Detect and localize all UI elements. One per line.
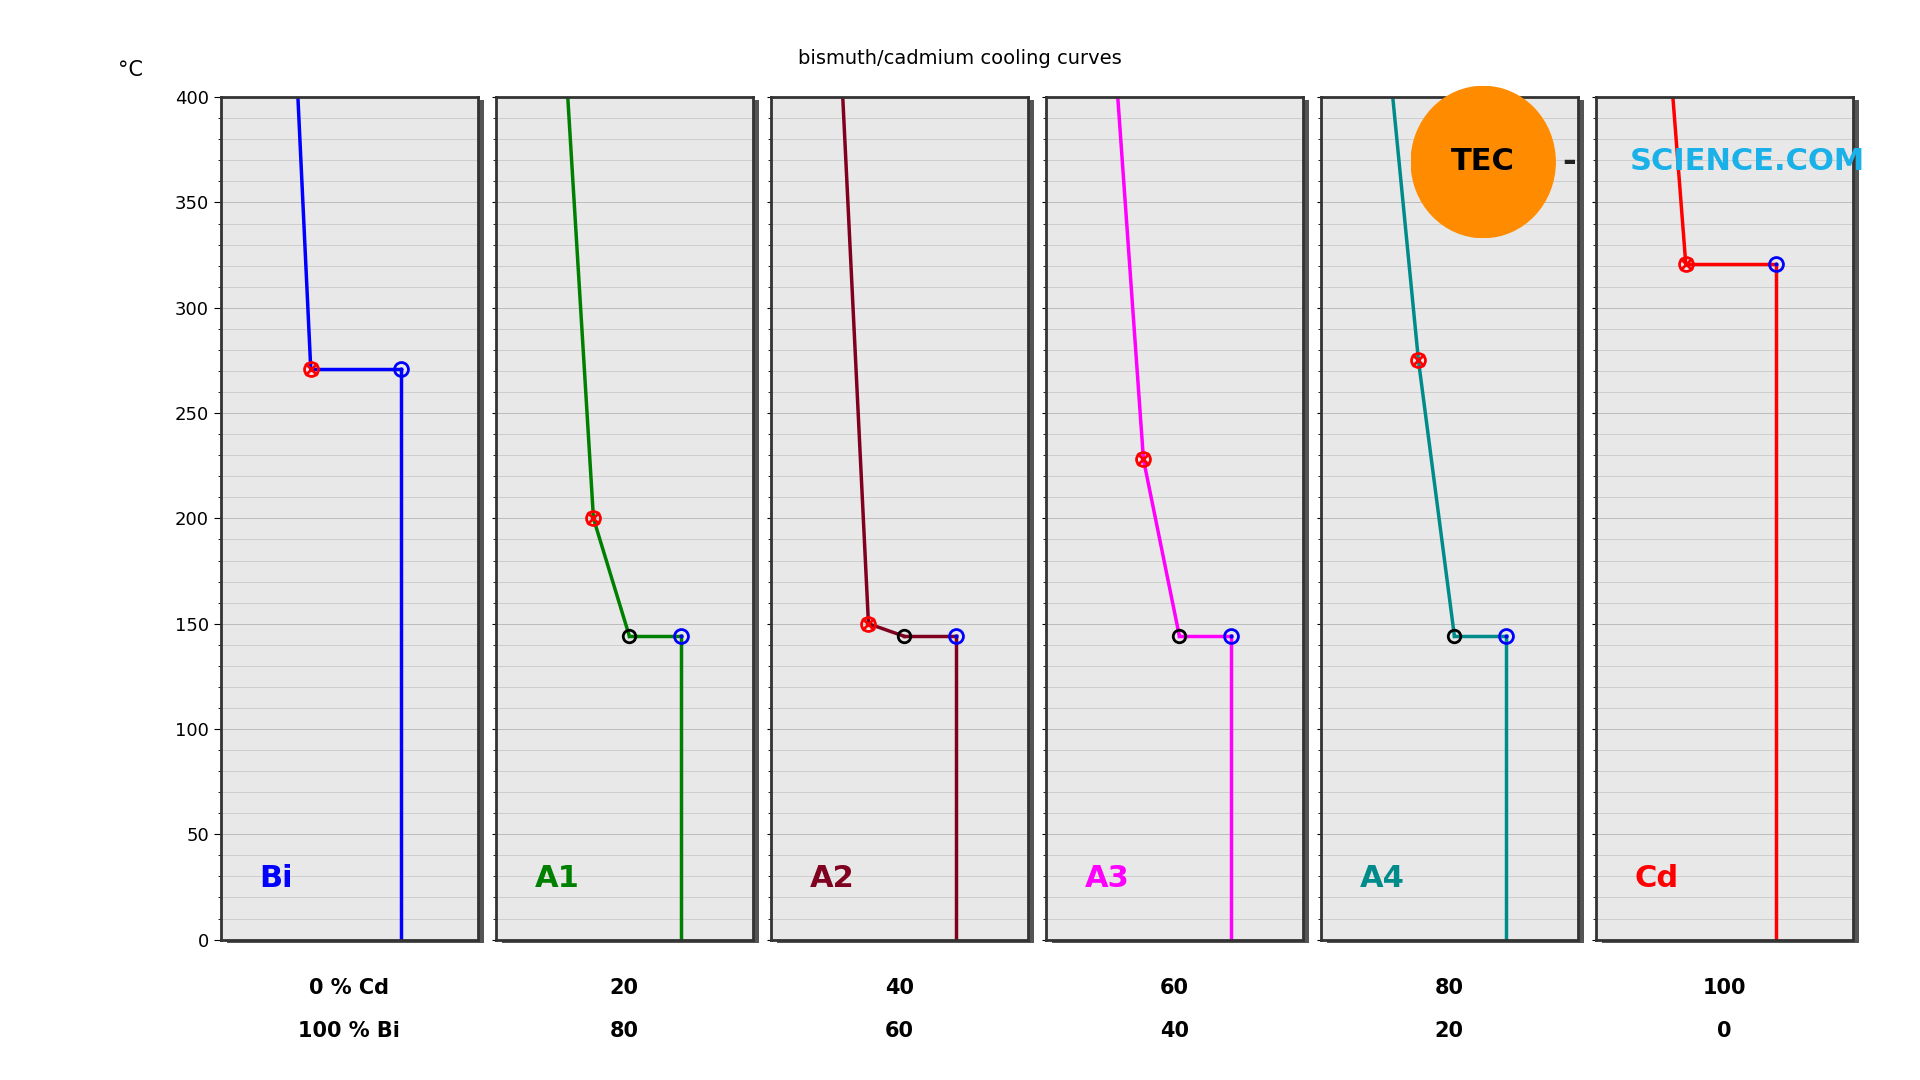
Text: Bi: Bi	[259, 864, 294, 893]
Text: 100: 100	[1703, 978, 1745, 998]
Text: 40: 40	[885, 978, 914, 998]
Text: °C: °C	[119, 60, 144, 80]
Text: 60: 60	[1160, 978, 1188, 998]
Text: A1: A1	[534, 864, 580, 893]
Text: 0: 0	[1716, 1022, 1732, 1041]
Text: TEC: TEC	[1452, 148, 1515, 176]
Text: A4: A4	[1359, 864, 1404, 893]
Text: 80: 80	[1434, 978, 1463, 998]
Circle shape	[1411, 86, 1555, 238]
Text: 40: 40	[1160, 1022, 1188, 1041]
Text: 60: 60	[885, 1022, 914, 1041]
Text: A3: A3	[1085, 864, 1129, 893]
Text: 80: 80	[611, 1022, 639, 1041]
Text: Cd: Cd	[1634, 864, 1678, 893]
Text: 100 % Bi: 100 % Bi	[298, 1022, 399, 1041]
Text: SCIENCE.COM: SCIENCE.COM	[1630, 148, 1864, 176]
Text: bismuth/cadmium cooling curves: bismuth/cadmium cooling curves	[799, 49, 1121, 68]
Text: 0 % Cd: 0 % Cd	[309, 978, 390, 998]
Text: 20: 20	[611, 978, 639, 998]
Text: 20: 20	[1434, 1022, 1463, 1041]
Text: -: -	[1563, 146, 1576, 178]
Text: A2: A2	[810, 864, 854, 893]
